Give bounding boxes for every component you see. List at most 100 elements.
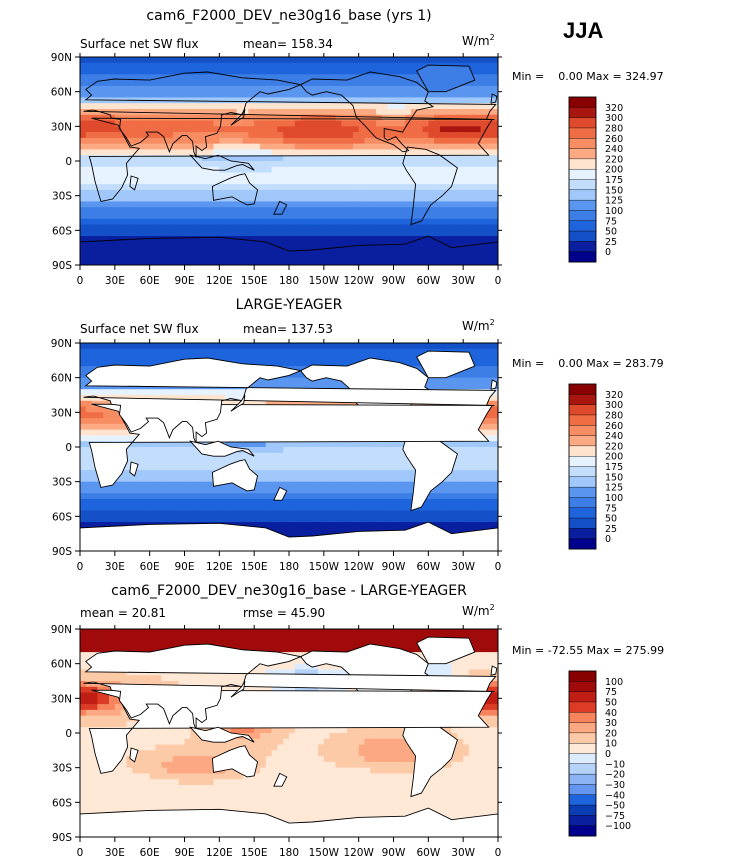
map-panel-1-field-cell xyxy=(329,218,337,226)
map-panel-2-field-cell xyxy=(399,516,406,523)
map-panel-1-field-cell xyxy=(167,126,174,133)
map-panel-2-field-cell xyxy=(294,516,302,523)
map-panel-1-field-cell xyxy=(457,184,464,191)
map-panel-2-field-cell xyxy=(428,377,435,385)
map-panel-2-field-cell xyxy=(329,343,337,350)
map-panel-2-field-cell xyxy=(492,516,498,523)
map-panel-1-field-cell xyxy=(97,85,104,93)
map-panel-2-field-cell xyxy=(132,348,139,356)
map-panel-2-field-cell xyxy=(91,510,99,517)
map-panel-2-field-cell xyxy=(80,464,87,471)
map-panel-2-field-cell xyxy=(445,516,453,523)
map-panel-1-field-cell xyxy=(463,103,470,110)
map-panel-2-field-cell xyxy=(358,348,366,356)
map-panel-2-field-cell xyxy=(492,487,498,494)
map-panel-1-field-cell xyxy=(207,213,215,220)
map-panel-2-field-cell xyxy=(103,406,110,413)
map-panel-2-field-cell xyxy=(190,447,197,454)
map-panel-1-field-cell xyxy=(80,62,87,70)
map-panel-1-field-cell xyxy=(468,137,476,145)
map-panel-2-field-cell xyxy=(167,493,174,500)
map-panel-1-field-cell xyxy=(277,97,284,104)
map-panel-1-field-cell xyxy=(138,74,145,81)
map-panel-1-field-cell xyxy=(318,195,325,203)
map-panel-1-field-cell xyxy=(358,172,366,179)
map-panel-1-field-cell xyxy=(225,189,232,197)
map-panel-1-field-cell xyxy=(114,126,122,133)
map-panel-1-field-cell xyxy=(207,189,215,197)
map-panel-1-field-cell xyxy=(468,178,476,185)
map-panel-1-field-cell xyxy=(80,166,87,174)
map-panel-1-field-cell xyxy=(265,236,273,243)
map-panel-1-field-cell xyxy=(352,132,360,139)
map-panel-1-field-cell xyxy=(352,97,360,104)
map-panel-1-field-cell xyxy=(399,218,406,226)
map-panel-1-field-cell xyxy=(184,137,191,145)
map-panel-2-field-cell xyxy=(486,493,493,500)
map-panel-2-field-cell xyxy=(143,452,151,460)
map-panel-1-field-cell xyxy=(329,109,337,116)
map-panel-1-field-cell xyxy=(376,80,383,87)
map-panel-2-field-cell xyxy=(347,464,354,471)
map-panel-1-field-cell xyxy=(445,109,453,116)
map-panel-2-field-cell xyxy=(381,475,389,483)
map-panel-1-field-cell xyxy=(318,97,325,104)
map-panel-2-field-cell xyxy=(492,475,498,483)
map-panel-1-field-cell xyxy=(254,80,261,87)
map-panel-1-field-cell xyxy=(410,103,418,110)
map-panel-2-field-cell xyxy=(352,504,360,512)
map-panel-1-field-cell xyxy=(178,137,186,145)
map-panel-1-field-cell xyxy=(422,126,429,133)
map-panel-1-field-cell xyxy=(143,91,151,99)
map-panel-1-field-cell xyxy=(393,149,400,156)
map-panel-1-field-cell xyxy=(451,207,458,214)
map-panel-1-field-cell xyxy=(393,161,400,168)
map-panel-1-field-cell xyxy=(486,103,493,110)
map-panel-1-field-cell xyxy=(410,91,418,99)
map-panel-2-field-cell xyxy=(167,452,174,460)
map-panel-2-field-cell xyxy=(225,458,232,465)
map-panel-1-field-cell xyxy=(126,85,133,93)
map-panel-1-field-cell xyxy=(352,213,360,220)
map-panel-2-field-cell xyxy=(97,493,104,500)
map-panel-2-field-cell xyxy=(323,470,331,477)
map-panel-1-field-cell xyxy=(370,62,377,70)
map-panel-2-field-cell xyxy=(347,452,354,460)
map-panel-2-field-cell xyxy=(271,510,278,517)
map-panel-1-field-cell xyxy=(283,178,290,185)
map-panel-2-field-cell xyxy=(399,475,406,483)
map-panel-2-field-cell xyxy=(341,493,348,500)
map-panel-2-field-cell xyxy=(492,499,498,506)
map-panel-1-field-cell xyxy=(242,85,249,93)
map-panel-2-field-cell xyxy=(254,470,261,477)
map-panel-1-field-cell xyxy=(294,97,302,104)
map-panel-1-field-cell xyxy=(289,218,296,226)
map-panel-2-field-cell xyxy=(486,423,493,431)
map-panel-1-field-cell xyxy=(271,161,278,168)
map-panel-2-field-cell xyxy=(492,348,498,356)
map-panel-1-field-cell xyxy=(347,57,354,64)
map-panel-1-field-cell xyxy=(184,62,191,70)
map-panel-1-field-cell xyxy=(387,166,395,174)
map-panel-1-field-cell xyxy=(143,207,151,214)
map-panel-1-field-cell xyxy=(445,166,453,174)
map-panel-1-field-cell xyxy=(190,74,197,81)
map-panel-2-field-cell xyxy=(480,360,487,367)
map-panel-1-field-cell xyxy=(103,184,110,191)
map-panel-1-field-cell xyxy=(422,201,429,208)
map-panel-1-field-cell xyxy=(178,143,186,151)
map-panel-1-field-cell xyxy=(347,201,354,208)
map-panel-2-field-cell xyxy=(196,354,203,361)
map-panel-2-field-cell xyxy=(248,354,255,361)
map-panel-1-field-cell xyxy=(201,195,209,203)
map-panel-2-field-cell xyxy=(259,383,267,390)
map-panel-1-field-cell xyxy=(259,149,267,156)
map-panel-2-field-cell xyxy=(184,493,191,500)
map-panel-1-field-cell xyxy=(341,103,348,110)
map-panel-1-field-cell xyxy=(277,149,284,156)
map-panel-1-field-cell xyxy=(114,189,122,197)
map-panel-1-field-cell xyxy=(196,184,203,191)
map-panel-1-field-cell xyxy=(178,62,186,70)
map-panel-1-field-cell xyxy=(178,57,186,64)
map-panel-2-field-cell xyxy=(312,504,319,512)
